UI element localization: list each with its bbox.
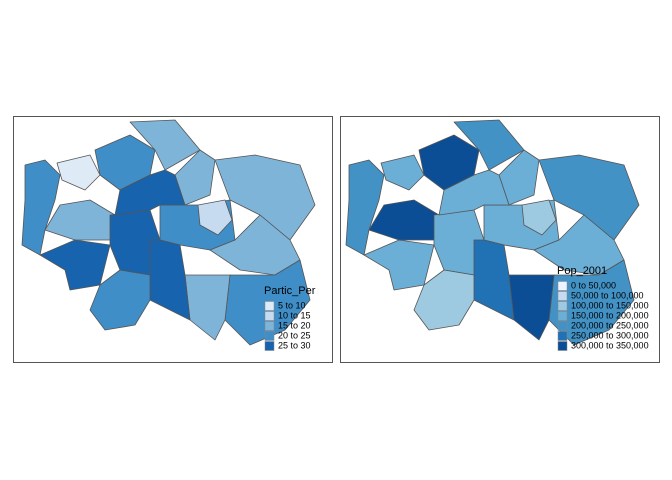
legend-swatch (264, 331, 275, 341)
legend-title: Pop_2001 (557, 265, 607, 277)
borough (521, 199, 557, 236)
borough (533, 214, 625, 276)
legend-swatch (264, 311, 275, 321)
borough (538, 154, 640, 241)
borough (56, 154, 101, 191)
legend-swatch (557, 321, 568, 331)
legend-label: 5 to 10 (278, 300, 306, 310)
legend-swatch (264, 301, 275, 311)
legend-title: Partic_Per (264, 285, 316, 297)
borough (498, 149, 540, 206)
legend-label: 10 to 15 (278, 310, 311, 320)
borough (438, 169, 510, 216)
borough (114, 169, 186, 216)
legend-label: 15 to 20 (278, 320, 311, 330)
legend-swatch (557, 291, 568, 301)
borough (129, 119, 201, 171)
legend-swatch (557, 281, 568, 291)
borough (209, 214, 301, 276)
borough (453, 119, 525, 171)
borough (214, 154, 316, 241)
legend-label: 100,000 to 150,000 (571, 300, 649, 310)
legend-swatch (264, 321, 275, 331)
map-right (345, 119, 640, 346)
legend-label: 300,000 to 350,000 (571, 340, 649, 350)
map-left (21, 119, 316, 346)
borough (548, 259, 635, 346)
legend-label: 200,000 to 250,000 (571, 320, 649, 330)
borough (174, 149, 216, 206)
legend-label: 250,000 to 300,000 (571, 330, 649, 340)
legend-swatch (557, 341, 568, 351)
legend-swatch (264, 341, 275, 351)
borough (380, 154, 425, 191)
legend-swatch (557, 301, 568, 311)
legend-label: 0 to 50,000 (571, 280, 616, 290)
legend-label: 150,000 to 200,000 (571, 310, 649, 320)
borough (413, 269, 475, 331)
legend-swatch (557, 331, 568, 341)
borough (197, 199, 233, 236)
legend-swatch (557, 311, 568, 321)
legend-label: 50,000 to 100,000 (571, 290, 644, 300)
borough (89, 269, 151, 331)
legend-label: 20 to 25 (278, 330, 311, 340)
legend-label: 25 to 30 (278, 340, 311, 350)
